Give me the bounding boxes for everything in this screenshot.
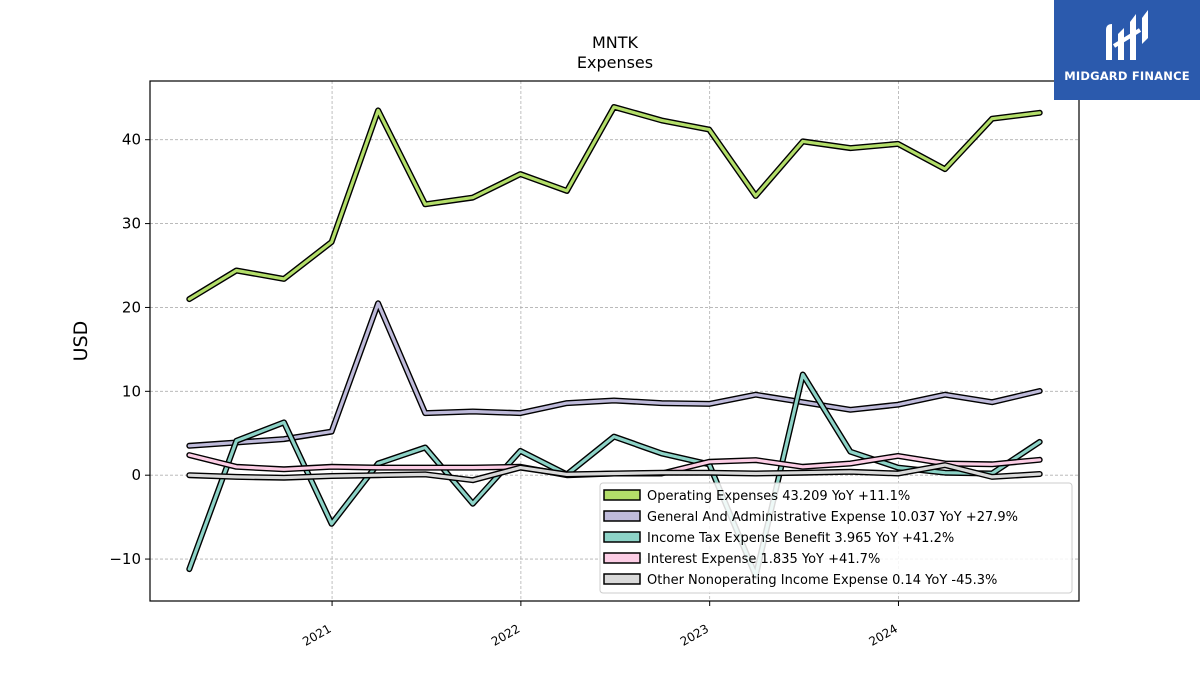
chart-title: MNTK xyxy=(592,33,639,52)
legend-swatch-2 xyxy=(603,531,641,543)
chart-subtitle: Expenses xyxy=(577,53,653,72)
y-tick-label: 30 xyxy=(122,215,141,233)
brand-logo: MIDGARD FINANCE xyxy=(1054,0,1200,100)
legend-entry-2: Income Tax Expense Benefit 3.965 YoY +41… xyxy=(647,531,954,546)
legend-swatch-0 xyxy=(603,489,641,501)
legend-entry-4: Other Nonoperating Income Expense 0.14 Y… xyxy=(647,573,997,588)
y-tick-label: 0 xyxy=(131,466,141,484)
legend-entry-3: Interest Expense 1.835 YoY +41.7% xyxy=(647,552,880,567)
brand-name: MIDGARD FINANCE xyxy=(1064,69,1190,83)
series-line-2 xyxy=(187,372,1042,578)
plot-frame xyxy=(149,80,1080,602)
legend-entry-0: Operating Expenses 43.209 YoY +11.1% xyxy=(647,489,910,504)
series-line-outline-1 xyxy=(186,300,1043,449)
series-line-0 xyxy=(187,105,1042,301)
y-axis-ticks: −10 0 10 20 30 40 xyxy=(109,131,150,568)
x-tick-label: 2022 xyxy=(489,621,522,648)
legend-swatch-4 xyxy=(603,573,641,585)
legend-entry-1: General And Administrative Expense 10.03… xyxy=(647,510,1018,525)
y-tick-label: 20 xyxy=(122,298,141,316)
y-tick-label: 10 xyxy=(122,382,141,400)
grid-lines xyxy=(150,81,1079,601)
x-tick-label: 2023 xyxy=(678,621,711,648)
x-tick-label: 2024 xyxy=(867,621,900,648)
series-line-outline-0 xyxy=(186,104,1043,303)
series-line-1 xyxy=(187,301,1042,448)
y-tick-label: 40 xyxy=(122,131,141,149)
legend: Operating Expenses 43.209 YoY +11.1% Gene… xyxy=(599,482,1073,594)
series-lines xyxy=(186,104,1043,579)
x-axis-ticks: 2021 2022 2023 2024 xyxy=(300,601,900,649)
midgard-logo-icon xyxy=(1106,10,1148,60)
y-axis-label: USD xyxy=(70,321,92,362)
legend-box xyxy=(599,482,1073,594)
series-line-4 xyxy=(187,463,1042,482)
legend-swatch-3 xyxy=(603,552,641,564)
legend-swatch-1 xyxy=(603,510,641,522)
x-tick-label: 2021 xyxy=(300,621,333,648)
y-tick-label: −10 xyxy=(109,550,141,568)
